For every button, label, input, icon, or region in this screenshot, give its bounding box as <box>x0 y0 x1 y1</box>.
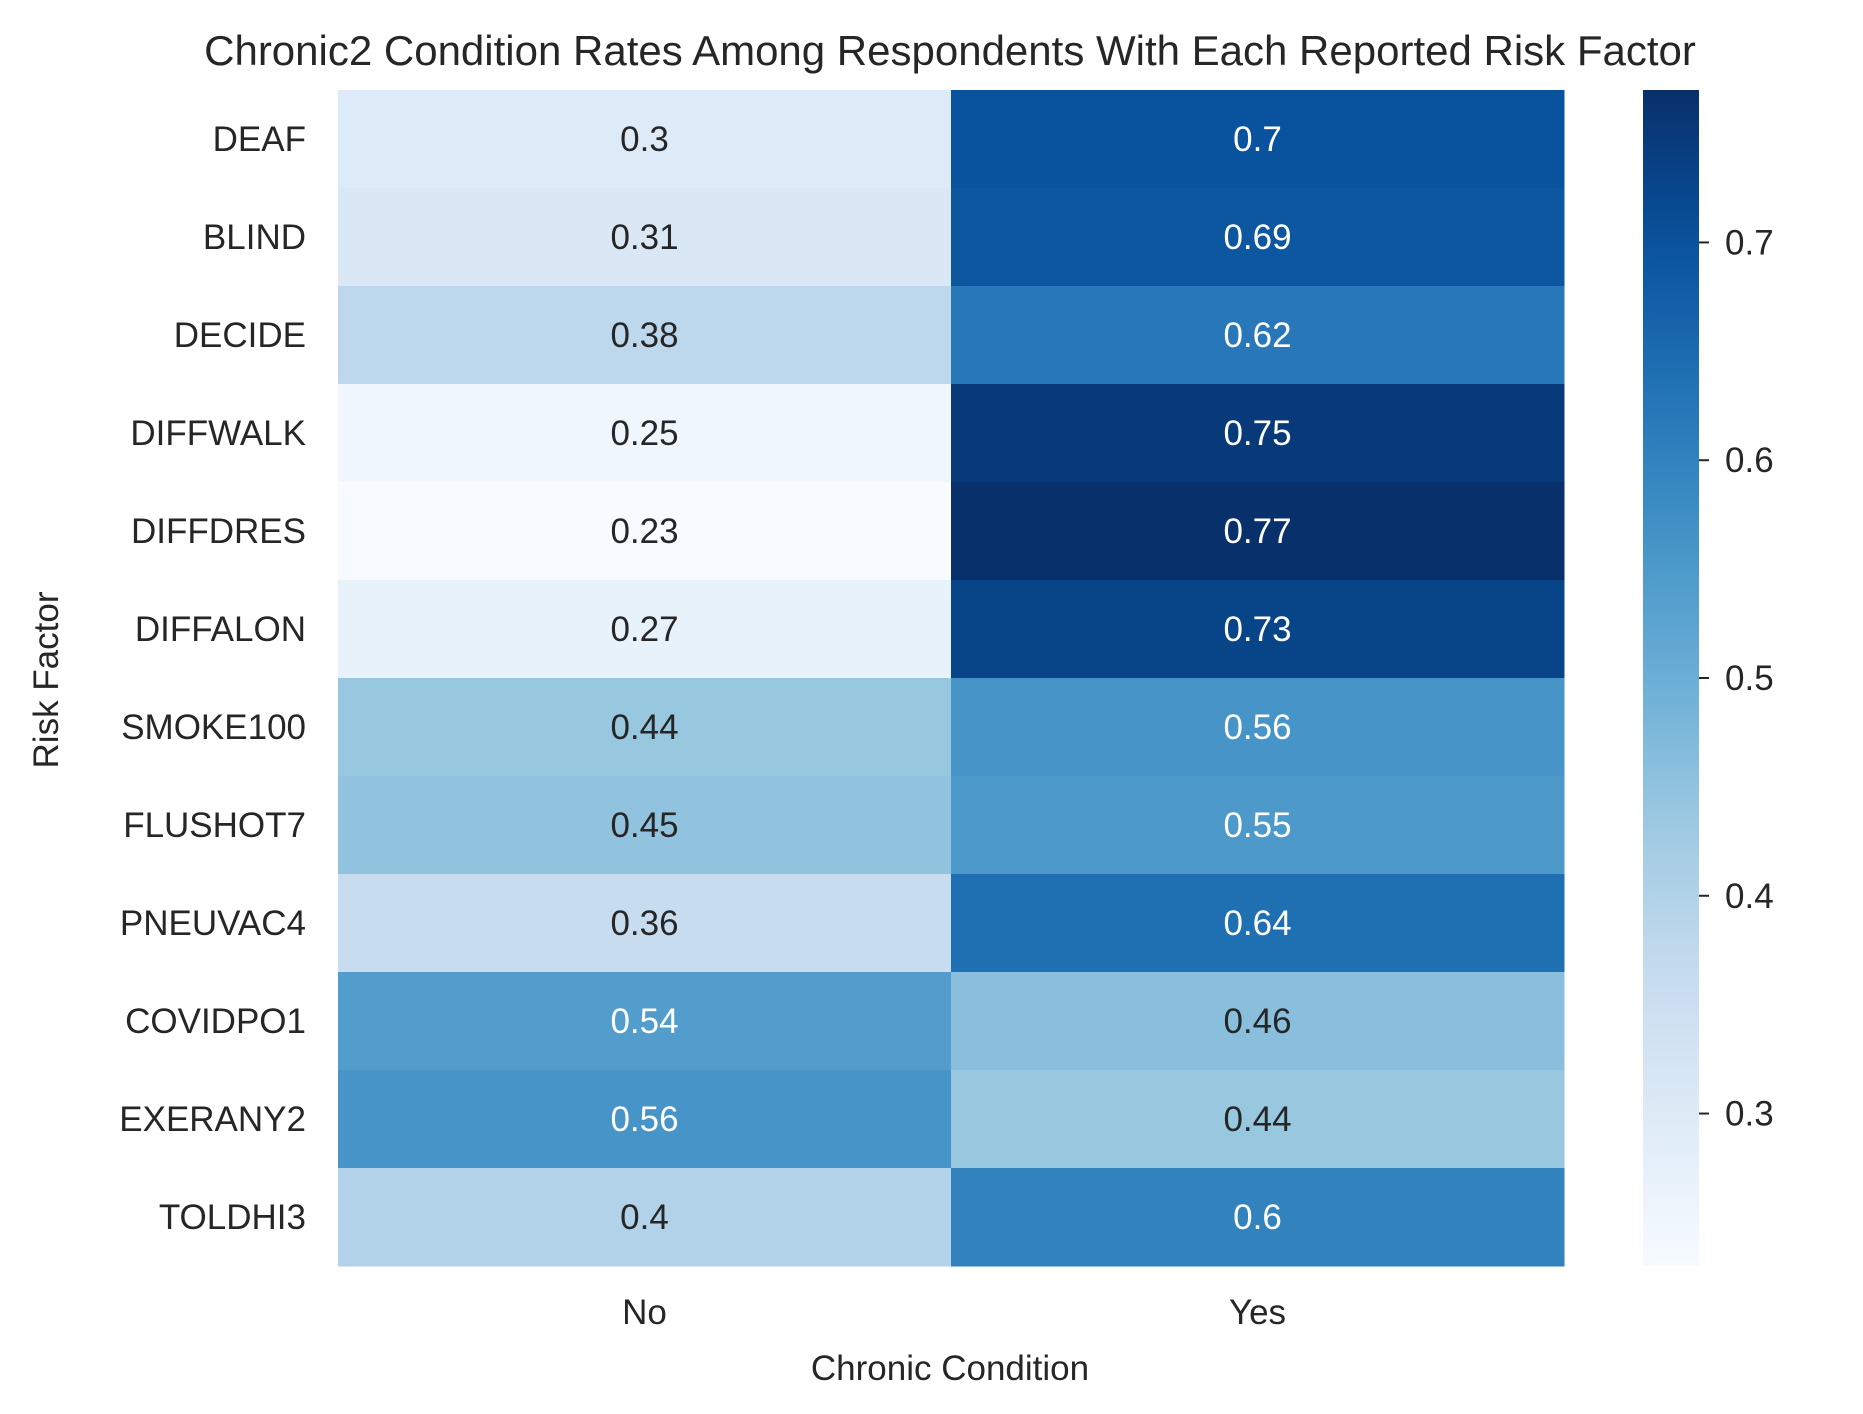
cell-value-label: 0.44 <box>610 708 678 747</box>
cell-value-label: 0.38 <box>610 316 678 355</box>
heatmap-cell <box>338 580 952 679</box>
colorbar-tick-label: 0.6 <box>1725 441 1774 480</box>
heatmap-cell <box>338 482 952 581</box>
heatmap-cell <box>951 874 1565 973</box>
heatmap-cell <box>951 90 1565 189</box>
cell-value-label: 0.4 <box>620 1198 669 1237</box>
heatmap-cell <box>338 874 952 973</box>
heatmap-cell <box>338 1168 952 1267</box>
y-tick-label: BLIND <box>203 218 306 257</box>
cell-value-label: 0.27 <box>610 610 678 649</box>
colorbar-tick-label: 0.5 <box>1725 659 1774 698</box>
x-tick-label: No <box>622 1293 667 1332</box>
cell-value-label: 0.62 <box>1223 316 1291 355</box>
heatmap-cell <box>951 1168 1565 1267</box>
heatmap-cell <box>951 678 1565 777</box>
cell-value-label: 0.56 <box>1223 708 1291 747</box>
cell-value-label: 0.69 <box>1223 218 1291 257</box>
cell-value-label: 0.64 <box>1223 904 1291 943</box>
colorbar-tick-label: 0.7 <box>1725 223 1774 262</box>
y-tick-label: DIFFWALK <box>130 414 306 453</box>
heatmap-cell <box>338 1070 952 1169</box>
cell-value-label: 0.73 <box>1223 610 1291 649</box>
x-axis-label: Chronic Condition <box>811 1349 1089 1388</box>
colorbar <box>1643 90 1699 1266</box>
y-axis-label: Risk Factor <box>27 591 66 768</box>
y-tick-label: COVIDPO1 <box>125 1002 306 1041</box>
heatmap-cell <box>951 384 1565 483</box>
heatmap-cell <box>338 286 952 385</box>
chart-title: Chronic2 Condition Rates Among Responden… <box>204 27 1696 74</box>
colorbar-ticks: 0.3 0.4 0.5 0.6 0.7 <box>1699 223 1774 1134</box>
x-tick-label: Yes <box>1229 1293 1286 1332</box>
heatmap-cell <box>338 972 952 1071</box>
cell-value-label: 0.36 <box>610 904 678 943</box>
y-tick-label: SMOKE100 <box>121 708 306 747</box>
y-tick-label: PNEUVAC4 <box>120 904 306 943</box>
colorbar-tick-label: 0.4 <box>1725 877 1774 916</box>
y-tick-label: FLUSHOT7 <box>123 806 306 845</box>
cell-value-label: 0.25 <box>610 414 678 453</box>
heatmap-cell <box>951 776 1565 875</box>
heatmap-cells: 0.3 0.7 0.31 0.69 0.38 0.62 0.25 0.75 0.23 0.77 0.… <box>338 90 1565 1267</box>
cell-value-label: 0.45 <box>610 806 678 845</box>
cell-value-label: 0.3 <box>620 120 669 159</box>
x-tick-labels: No Yes <box>622 1293 1286 1332</box>
heatmap-cell <box>951 482 1565 581</box>
heatmap-cell <box>338 384 952 483</box>
colorbar-tick-label: 0.3 <box>1725 1095 1774 1134</box>
y-tick-labels: DEAF BLIND DECIDE DIFFWALK DIFFDRES DIFFALON S… <box>119 120 306 1237</box>
cell-value-label: 0.54 <box>610 1002 678 1041</box>
y-tick-label: DIFFDRES <box>131 512 306 551</box>
cell-value-label: 0.44 <box>1223 1100 1291 1139</box>
heatmap-cell <box>338 776 952 875</box>
heatmap-cell <box>951 188 1565 287</box>
heatmap-cell <box>338 90 952 189</box>
y-tick-label: DEAF <box>213 120 306 159</box>
y-tick-label: TOLDHI3 <box>159 1198 306 1237</box>
cell-value-label: 0.77 <box>1223 512 1291 551</box>
heatmap-cell <box>338 188 952 287</box>
cell-value-label: 0.31 <box>610 218 678 257</box>
heatmap-cell <box>951 286 1565 385</box>
cell-value-label: 0.46 <box>1223 1002 1291 1041</box>
y-tick-label: EXERANY2 <box>119 1100 306 1139</box>
cell-value-label: 0.55 <box>1223 806 1291 845</box>
heatmap-cell <box>338 678 952 777</box>
cell-value-label: 0.23 <box>610 512 678 551</box>
y-tick-label: DECIDE <box>174 316 306 355</box>
heatmap-cell <box>951 1070 1565 1169</box>
cell-value-label: 0.75 <box>1223 414 1291 453</box>
cell-value-label: 0.6 <box>1233 1198 1282 1237</box>
y-tick-label: DIFFALON <box>135 610 306 649</box>
heatmap-cell <box>951 972 1565 1071</box>
heatmap-cell <box>951 580 1565 679</box>
cell-value-label: 0.7 <box>1233 120 1282 159</box>
cell-value-label: 0.56 <box>610 1100 678 1139</box>
